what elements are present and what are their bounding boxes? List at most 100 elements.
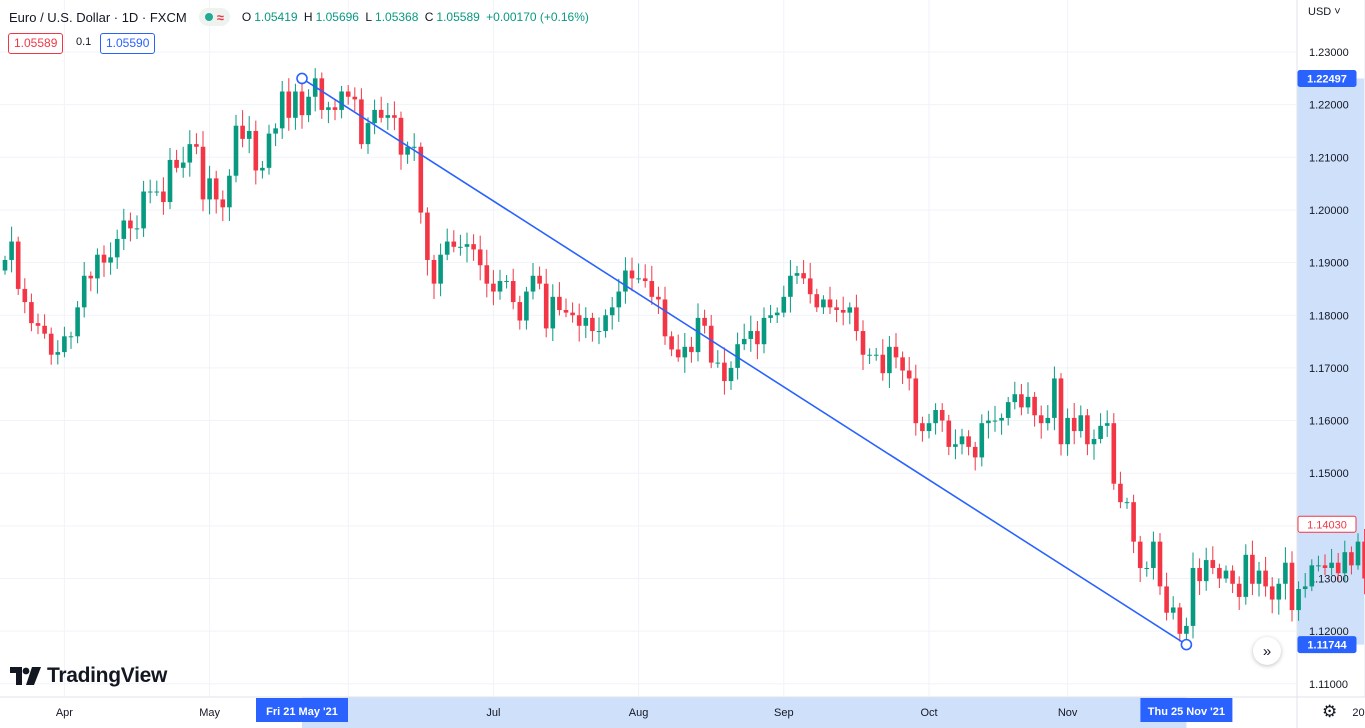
candle-body [1197, 567, 1202, 582]
candle-body [1019, 394, 1024, 408]
candle [240, 110, 245, 148]
candle [161, 177, 166, 215]
candle [359, 88, 364, 149]
candle [167, 147, 173, 210]
candle-body [444, 241, 450, 255]
time-axis-label [256, 698, 348, 722]
trend-line-end-handle[interactable] [1180, 638, 1193, 651]
settings-gear-icon[interactable]: ⚙ [1322, 702, 1338, 721]
candle-body [1111, 423, 1117, 484]
candle-body [1223, 570, 1229, 579]
sell-button[interactable]: 1.05589 [8, 33, 64, 54]
candle [1071, 403, 1077, 445]
candle [1045, 405, 1051, 431]
candle [1256, 561, 1262, 597]
candle [854, 294, 859, 341]
candle [227, 169, 232, 222]
candle [570, 302, 575, 323]
candle [1104, 410, 1110, 437]
scroll-to-realtime-button[interactable]: » [1253, 637, 1281, 665]
candle [458, 234, 463, 256]
candle-body [286, 91, 292, 118]
y-tick-label: 1.11000 [1309, 679, 1348, 691]
buy-button[interactable]: 1.05590 [100, 33, 156, 54]
candle [741, 323, 747, 351]
time-axis-label-text: Thu 25 Nov '21 [1148, 706, 1225, 718]
y-tick-label: 1.23000 [1309, 47, 1349, 59]
candle-body [42, 325, 47, 334]
candle [1217, 563, 1222, 588]
candle-body [352, 96, 358, 100]
candle [576, 303, 582, 342]
y-tick-label: 1.19000 [1309, 258, 1349, 270]
tradingview-logo[interactable]: TradingView [10, 664, 167, 688]
candle-body [1137, 541, 1143, 568]
candle-body [682, 346, 688, 358]
y-tick-label: 1.16000 [1309, 416, 1349, 428]
candle-body [1203, 560, 1209, 582]
candle [1131, 494, 1136, 554]
candle-body [1217, 567, 1222, 579]
candle [174, 149, 179, 173]
candle-body [570, 312, 575, 316]
candle-body [708, 325, 714, 363]
candle-body [1118, 483, 1123, 503]
candle [378, 96, 384, 123]
candle-body [821, 299, 826, 308]
low-value: 1.05368 [375, 10, 419, 24]
candle-body [807, 278, 813, 295]
candle-body [1355, 541, 1361, 566]
trend-line[interactable] [301, 77, 1187, 646]
candle-body [1098, 425, 1103, 439]
candle-body [590, 317, 595, 332]
candle-body [1005, 402, 1011, 418]
candle-body [260, 167, 265, 171]
candle-body [1236, 583, 1242, 597]
candle-body [1091, 438, 1097, 445]
candle-body [715, 362, 721, 364]
candle-body [1302, 586, 1308, 590]
candle-body [1283, 562, 1288, 584]
candle-body [1243, 554, 1249, 597]
candle [279, 80, 285, 139]
candle [95, 248, 100, 294]
candle-body [68, 336, 74, 338]
price-axis-label [1297, 69, 1357, 87]
candle-body [345, 91, 351, 97]
candle-body [326, 107, 331, 110]
candle-body [451, 241, 457, 247]
candle [801, 260, 806, 284]
market-status-pill[interactable]: ≈ [198, 8, 230, 26]
candle [147, 179, 153, 204]
price-axis-label [1297, 636, 1357, 654]
candle [761, 307, 767, 354]
candle-body [405, 146, 410, 155]
candle-body [464, 244, 470, 247]
candle [114, 229, 120, 269]
candle-body [273, 128, 278, 134]
candle-body [867, 354, 872, 356]
low-label: L [365, 10, 373, 24]
candle [471, 234, 476, 261]
candle-body [81, 275, 87, 308]
candle-body [913, 378, 919, 424]
change-value: +0.00170 (+0.16%) [486, 10, 589, 24]
candle [669, 331, 674, 357]
candle [788, 260, 793, 313]
candle [1283, 547, 1288, 600]
candle-body [1104, 423, 1110, 426]
candle [1197, 558, 1202, 595]
currency-selector[interactable]: USD ˅ [1308, 6, 1341, 18]
candle-body [35, 323, 41, 326]
candle [246, 116, 252, 154]
candle [794, 265, 800, 284]
symbol-title[interactable]: Euro / U.S. Dollar · 1D · FXCM [9, 9, 187, 25]
trend-line-start-handle[interactable] [296, 72, 308, 85]
candle [260, 160, 265, 179]
y-tick-label: 1.18000 [1309, 310, 1349, 322]
candle [774, 307, 780, 324]
candle [266, 124, 272, 175]
time-axis-label-text: Fri 21 May '21 [266, 706, 338, 718]
candle-body [933, 410, 938, 424]
